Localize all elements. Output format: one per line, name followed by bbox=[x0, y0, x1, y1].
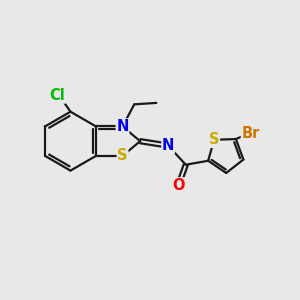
Text: N: N bbox=[162, 138, 174, 153]
Text: N: N bbox=[116, 119, 129, 134]
Text: O: O bbox=[172, 178, 185, 193]
Text: Br: Br bbox=[242, 126, 260, 141]
Text: S: S bbox=[117, 148, 128, 164]
Text: S: S bbox=[209, 132, 219, 147]
Text: Cl: Cl bbox=[50, 88, 65, 103]
